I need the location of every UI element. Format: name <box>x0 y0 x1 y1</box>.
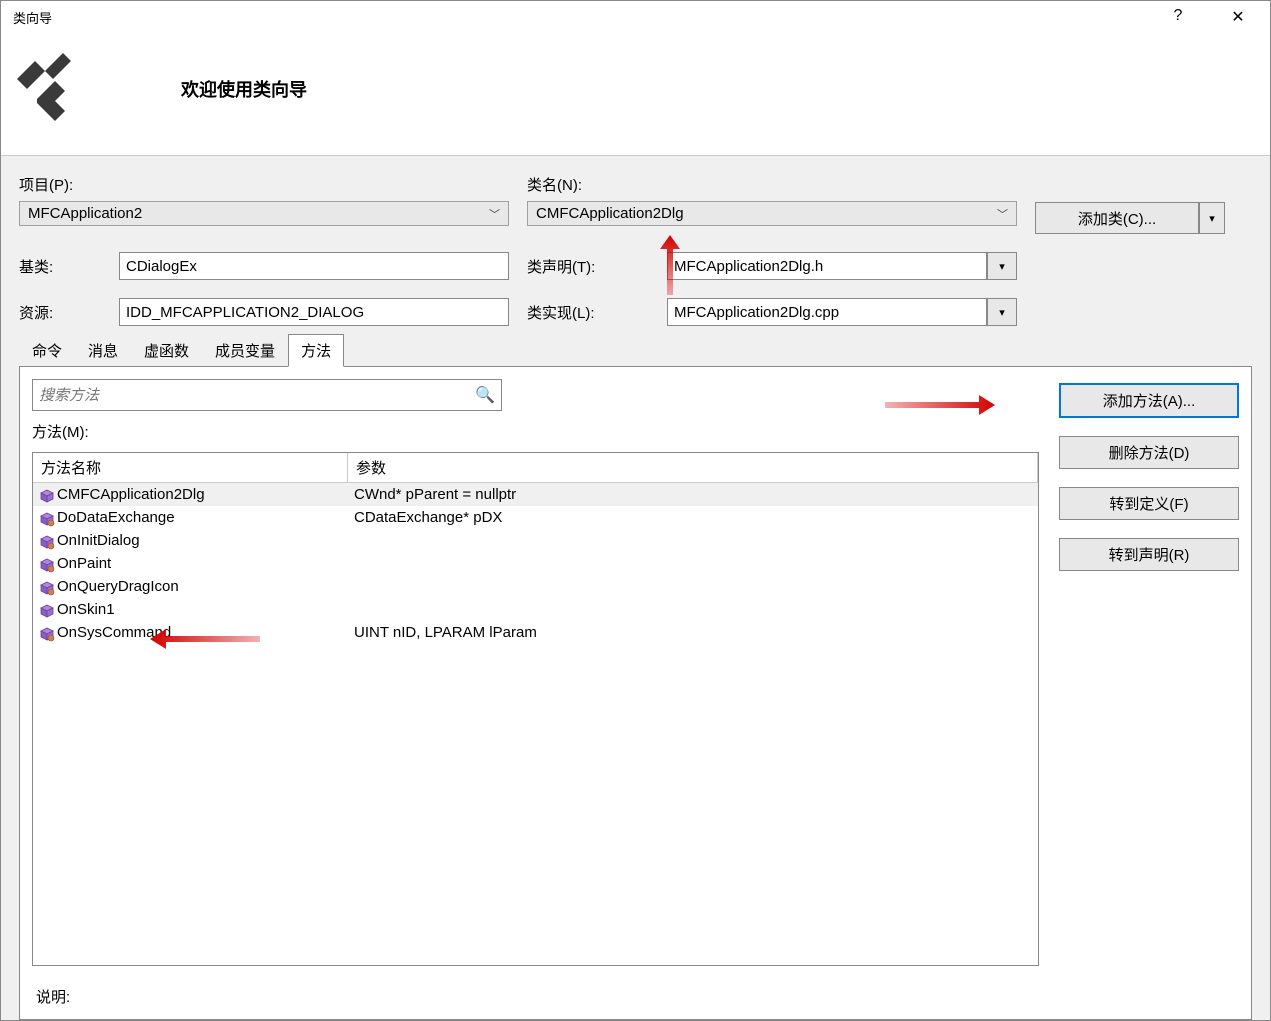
baseclass-field: CDialogEx <box>119 252 509 280</box>
header-name[interactable]: 方法名称 <box>33 453 348 482</box>
tab-2[interactable]: 虚函数 <box>131 334 202 367</box>
add-class-button[interactable]: 添加类(C)... ▾ <box>1035 202 1225 234</box>
classimpl-field[interactable]: MFCApplication2Dlg.cpp <box>667 298 987 326</box>
resource-field: IDD_MFCAPPLICATION2_DIALOG <box>119 298 509 326</box>
classimpl-label: 类实现(L): <box>527 302 657 323</box>
chevron-down-icon: ﹀ <box>489 206 500 222</box>
tab-3[interactable]: 成员变量 <box>202 334 288 367</box>
method-params <box>348 600 1038 619</box>
class-wizard-window: 类向导 ? ✕ 欢迎使用类向导 项目(P): MFCApplication2 ﹀ <box>0 0 1271 1021</box>
methods-label: 方法(M): <box>32 421 1039 442</box>
window-title: 类向导 <box>13 8 52 27</box>
method-name: OnInitDialog <box>57 532 140 549</box>
method-params <box>348 577 1038 596</box>
method-name: CMFCApplication2Dlg <box>57 486 205 503</box>
classdecl-dropdown[interactable]: ▾ <box>987 252 1017 280</box>
method-icon <box>39 580 53 594</box>
project-label: 项目(P): <box>19 174 509 195</box>
classname-value: CMFCApplication2Dlg <box>536 205 684 222</box>
tabs: 命令消息虚函数成员变量方法 <box>19 334 1252 367</box>
delete-method-button[interactable]: 删除方法(D) <box>1059 436 1239 469</box>
classname-label: 类名(N): <box>527 174 1017 195</box>
methods-list: 方法名称 参数 CMFCApplication2Dlg CWnd* pParent… <box>32 452 1039 966</box>
method-name: OnPaint <box>57 555 111 572</box>
search-box[interactable]: 🔍 <box>32 379 502 411</box>
classimpl-dropdown[interactable]: ▾ <box>987 298 1017 326</box>
tab-4[interactable]: 方法 <box>288 334 344 367</box>
table-row[interactable]: OnInitDialog <box>33 529 1038 552</box>
goto-definition-button[interactable]: 转到定义(F) <box>1059 487 1239 520</box>
method-icon <box>39 511 53 525</box>
method-icon <box>39 488 53 502</box>
dropdown-arrow-icon[interactable]: ▾ <box>1199 202 1225 234</box>
close-button[interactable]: ✕ <box>1218 7 1258 27</box>
method-name: DoDataExchange <box>57 509 175 526</box>
table-row[interactable]: OnSysCommand UINT nID, LPARAM lParam <box>33 621 1038 644</box>
method-name: OnSkin1 <box>57 601 115 618</box>
table-row[interactable]: OnQueryDragIcon <box>33 575 1038 598</box>
table-row[interactable]: OnSkin1 <box>33 598 1038 621</box>
baseclass-label: 基类: <box>19 256 109 277</box>
method-params <box>348 531 1038 550</box>
method-params: UINT nID, LPARAM lParam <box>348 623 1038 642</box>
welcome-text: 欢迎使用类向导 <box>181 76 307 102</box>
table-row[interactable]: CMFCApplication2Dlg CWnd* pParent = nullp… <box>33 483 1038 506</box>
description-label: 说明: <box>32 976 1039 1007</box>
method-icon <box>39 557 53 571</box>
search-input[interactable] <box>39 387 475 404</box>
tab-body-methods: 🔍 方法(M): 方法名称 参数 CMFCApplication2Dlg CWnd… <box>19 366 1252 1020</box>
tab-1[interactable]: 消息 <box>75 334 131 367</box>
goto-declaration-button[interactable]: 转到声明(R) <box>1059 538 1239 571</box>
list-header: 方法名称 参数 <box>33 453 1038 483</box>
help-button[interactable]: ? <box>1158 7 1198 27</box>
method-icon <box>39 626 53 640</box>
form-area: 项目(P): MFCApplication2 ﹀ 类名(N): CMFCAppl… <box>1 156 1270 1020</box>
header: 欢迎使用类向导 <box>1 33 1270 156</box>
titlebar: 类向导 ? ✕ <box>1 1 1270 33</box>
method-params: CDataExchange* pDX <box>348 508 1038 527</box>
wizard-logo-icon <box>9 53 81 125</box>
method-icon <box>39 534 53 548</box>
table-row[interactable]: OnPaint <box>33 552 1038 575</box>
search-icon: 🔍 <box>475 385 495 405</box>
chevron-down-icon: ﹀ <box>997 206 1008 222</box>
method-name: OnSysCommand <box>57 624 171 641</box>
add-method-button[interactable]: 添加方法(A)... <box>1059 383 1239 418</box>
classdecl-label: 类声明(T): <box>527 256 657 277</box>
method-params <box>348 554 1038 573</box>
method-icon <box>39 603 53 617</box>
table-row[interactable]: DoDataExchange CDataExchange* pDX <box>33 506 1038 529</box>
header-params[interactable]: 参数 <box>348 453 1038 482</box>
classname-combo[interactable]: CMFCApplication2Dlg ﹀ <box>527 201 1017 226</box>
tab-0[interactable]: 命令 <box>19 334 75 367</box>
method-params: CWnd* pParent = nullptr <box>348 485 1038 504</box>
resource-label: 资源: <box>19 302 109 323</box>
classdecl-field[interactable]: MFCApplication2Dlg.h <box>667 252 987 280</box>
project-combo[interactable]: MFCApplication2 ﹀ <box>19 201 509 226</box>
method-name: OnQueryDragIcon <box>57 578 179 595</box>
project-value: MFCApplication2 <box>28 205 142 222</box>
